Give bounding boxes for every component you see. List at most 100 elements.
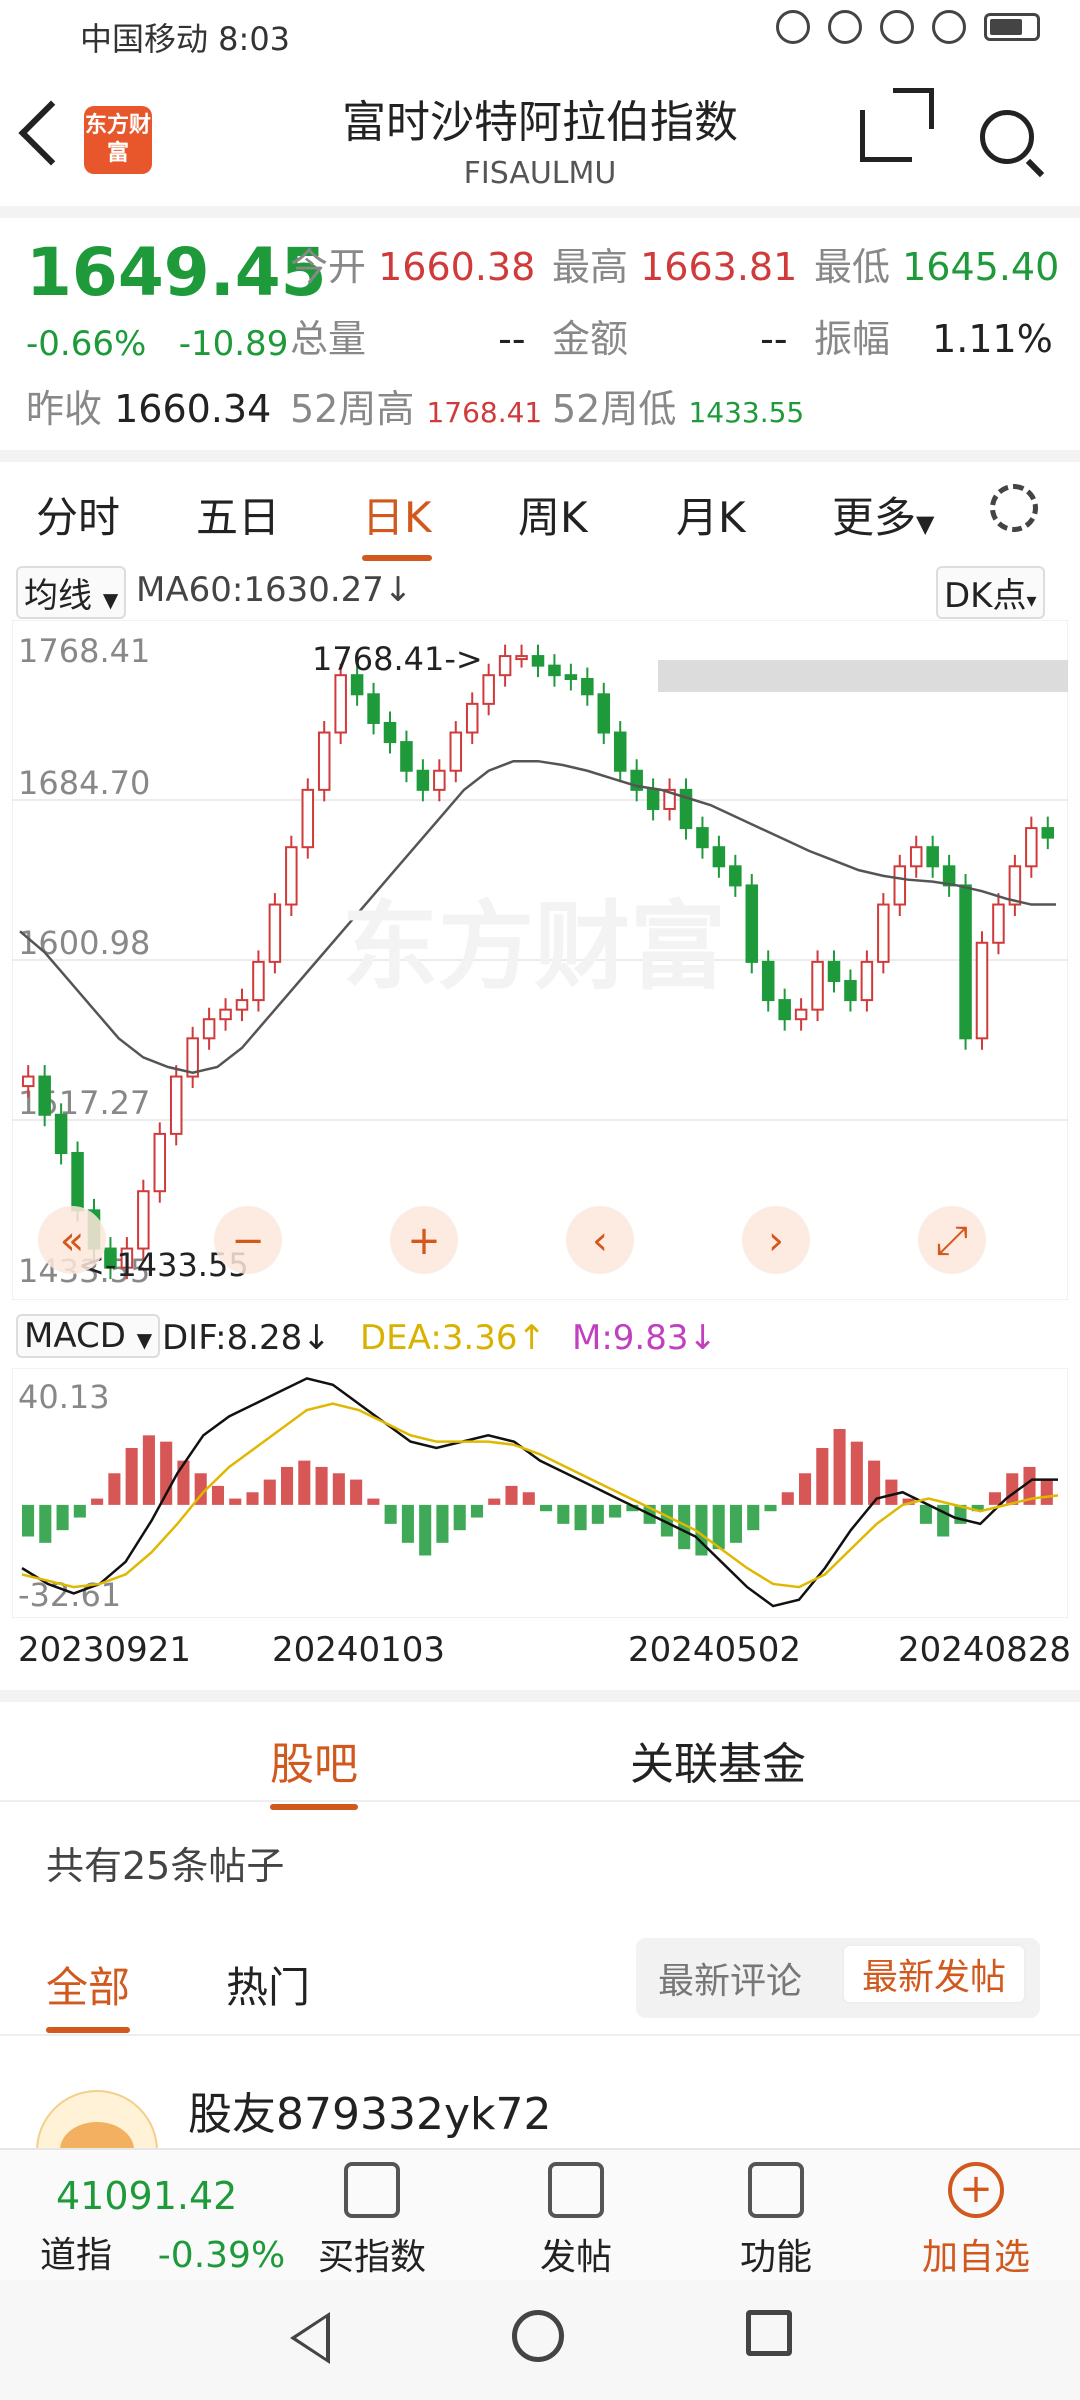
open-value: 1660.38	[378, 245, 536, 289]
expand-icon[interactable]	[918, 1206, 986, 1274]
macd-bar	[401, 1504, 414, 1543]
bluetooth-icon	[880, 10, 914, 44]
macd-bar	[211, 1485, 225, 1505]
zoom-in-icon-glyph: +	[407, 1218, 441, 1264]
candle	[317, 731, 331, 791]
macd-bar	[246, 1492, 259, 1505]
candle	[482, 674, 495, 705]
ma-selector[interactable]: 均线 ▼	[16, 566, 127, 619]
macd-bar	[781, 1492, 794, 1505]
tab-related-funds[interactable]: 关联基金	[630, 1739, 806, 1790]
macd-m: M:9.83↓	[572, 1318, 717, 1358]
caret-down-icon: ▾	[1026, 588, 1037, 612]
amplitude-value: 1.11%	[932, 317, 1053, 361]
post-item[interactable]: 股友879332yk72	[0, 2040, 1080, 2212]
share-icon[interactable]	[860, 88, 934, 162]
macd-selector[interactable]: MACD ▼	[16, 1314, 161, 1358]
change-percent: -0.66%	[26, 324, 147, 364]
index-ticker[interactable]: 41091.42 道指 -0.39%	[40, 2174, 285, 2278]
scroll-right-icon[interactable]	[742, 1206, 810, 1274]
watermark: 东方财富	[342, 891, 726, 1003]
macd-bar	[91, 1498, 104, 1505]
macd-bar	[263, 1479, 276, 1505]
tab-five-day[interactable]: 五日	[196, 493, 281, 542]
scroll-start-icon-glyph: «	[60, 1218, 84, 1264]
post-username[interactable]: 股友879332yk72	[188, 2089, 552, 2140]
nav-back-icon[interactable]	[290, 2312, 330, 2364]
sort-latest-comment[interactable]: 最新评论	[658, 1961, 803, 2002]
edit-icon	[548, 2162, 604, 2218]
app-logo: 东方财富	[84, 106, 152, 174]
buy-index-button[interactable]: 买指数	[302, 2162, 442, 2280]
y-tick-label: 1684.70	[18, 764, 150, 802]
nav-home-icon[interactable]	[512, 2310, 564, 2362]
candle	[827, 960, 841, 982]
tab-daily-k[interactable]: 日K	[362, 484, 432, 561]
sort-latest-post[interactable]: 最新发帖	[842, 1944, 1027, 2004]
candle	[1008, 865, 1022, 906]
dk-points-button[interactable]: DK点▾	[936, 566, 1045, 619]
tab-intraday[interactable]: 分时	[36, 493, 121, 542]
price-change: -0.66% -10.89	[26, 324, 288, 364]
caret-down-icon: ▼	[102, 588, 119, 612]
tab-all[interactable]: 全部	[46, 1954, 131, 2033]
max-price-label: 1768.41->	[312, 640, 483, 678]
functions-button[interactable]: 功能	[706, 2162, 846, 2280]
macd-row: MACD ▼ DIF:8.28↓ DEA:3.36↑ M:9.83↓	[0, 1310, 1080, 1366]
macd-bar	[799, 1473, 812, 1505]
candle	[679, 788, 693, 830]
candle	[153, 1132, 167, 1193]
candle	[54, 1113, 68, 1154]
macd-bar	[729, 1504, 743, 1543]
system-nav-bar	[0, 2280, 1080, 2400]
macd-bar	[522, 1492, 535, 1505]
candle	[548, 664, 561, 677]
date-tick: 20240103	[272, 1630, 446, 1670]
tab-stock-forum[interactable]: 股吧	[270, 1728, 358, 1810]
alarm-icon	[828, 10, 862, 44]
macd-bar	[125, 1447, 138, 1505]
dif-line	[21, 1377, 1058, 1608]
macd-bar	[574, 1504, 587, 1531]
post-button[interactable]: 发帖	[506, 2162, 646, 2280]
candle	[515, 655, 528, 661]
w52-low-value: 1433.55	[688, 396, 805, 429]
gear-icon[interactable]	[990, 484, 1038, 532]
macd-chart[interactable]: 40.13-32.61	[12, 1368, 1068, 1618]
macd-bar	[315, 1466, 328, 1505]
ma60-value: MA60:1630.27↓	[136, 570, 413, 610]
candle	[942, 865, 956, 887]
scroll-left-icon[interactable]	[566, 1206, 634, 1274]
tab-weekly-k[interactable]: 周K	[518, 493, 588, 542]
kline-chart[interactable]: 1768.411684.701600.981517.271433.551768.…	[12, 620, 1068, 1300]
add-watchlist-button[interactable]: + 加自选	[906, 2162, 1046, 2280]
scroll-start-icon[interactable]	[38, 1206, 106, 1274]
candle	[301, 788, 315, 849]
amplitude-item: 振幅 1.11%	[814, 308, 1053, 363]
candle	[663, 788, 676, 810]
caret-down-icon: ▼	[916, 510, 935, 538]
macd-bar	[868, 1460, 881, 1505]
period-tabs: 分时 五日 日K 周K 月K 更多▼	[0, 460, 1080, 561]
search-icon[interactable]	[980, 110, 1034, 164]
zoom-out-icon[interactable]	[214, 1206, 282, 1274]
candle	[729, 865, 742, 887]
candle	[860, 960, 874, 1002]
chart-icon	[344, 2162, 400, 2218]
tab-monthly-k[interactable]: 月K	[676, 493, 746, 542]
carrier-time: 中国移动 8:03	[80, 20, 291, 58]
macd-bar	[764, 1504, 777, 1512]
volume-value: --	[498, 317, 526, 361]
tab-more[interactable]: 更多▼	[832, 484, 934, 545]
y-tick-label: 1517.27	[18, 1084, 150, 1122]
tab-hot[interactable]: 热门	[226, 1963, 311, 2012]
w52-high-label: 52周高	[290, 387, 415, 431]
high-value: 1663.81	[640, 245, 798, 289]
candle	[992, 903, 1005, 944]
macd-bar	[419, 1504, 432, 1556]
grid-icon	[748, 2162, 804, 2218]
index-code: FISAULMU	[463, 156, 617, 191]
nav-recent-icon[interactable]	[746, 2310, 792, 2356]
zoom-in-icon[interactable]	[390, 1206, 458, 1274]
candle	[1025, 827, 1038, 868]
